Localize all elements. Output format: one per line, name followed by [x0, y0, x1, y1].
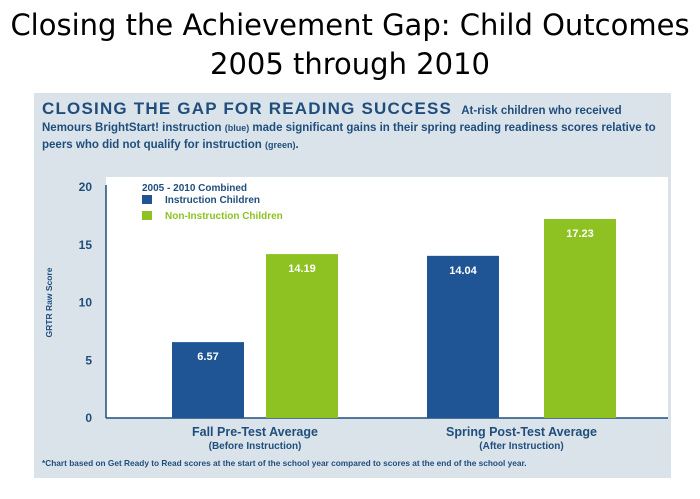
bar [544, 218, 616, 418]
category-label: Spring Post-Test Average [446, 425, 597, 439]
bar [266, 254, 338, 418]
headline: CLOSING THE GAP FOR READING SUCCESS At-r… [42, 100, 662, 154]
category-subtitle: (Before Instruction) [209, 441, 302, 452]
footnote: *Chart based on Get Ready to Read scores… [42, 458, 527, 468]
headline-part3: . [295, 139, 299, 151]
legend-label: Instruction Children [165, 195, 260, 206]
bar [172, 342, 244, 418]
slide-title: Closing the Achievement Gap: Child Outco… [0, 6, 700, 84]
data-label: 14.04 [449, 265, 477, 277]
chart-labels: 6.57 14.19 Fall Pre-Test Average (Before In… [192, 228, 597, 452]
y-tick-label: 5 [85, 353, 92, 367]
headline-part1: At-risk children who received Nemours Br… [42, 105, 622, 134]
y-tick-label: 0 [85, 411, 92, 425]
headline-note-blue: (blue) [224, 123, 250, 133]
bar [427, 255, 499, 418]
y-tick-label: 15 [79, 238, 93, 252]
legend-title: 2005 - 2010 Combined [142, 183, 247, 194]
legend-label: Non-Instruction Children [165, 211, 283, 222]
data-label: 17.23 [566, 228, 594, 240]
data-label: 14.19 [288, 263, 316, 275]
legend-swatch [142, 211, 152, 220]
chart-bars [172, 218, 616, 418]
category-subtitle: (After Instruction) [479, 441, 563, 452]
slide-title-line2: 2005 through 2010 [210, 47, 490, 81]
slide-title-line1: Closing the Achievement Gap: Child Outco… [10, 8, 690, 42]
y-axis-label: GRTR Raw Score [44, 267, 54, 337]
data-label: 6.57 [197, 351, 218, 363]
y-tick-label: 10 [79, 296, 93, 310]
headline-part2: made significant gains in their spring r… [42, 122, 656, 151]
category-label: Fall Pre-Test Average [192, 425, 318, 439]
legend-swatch [142, 195, 152, 204]
headline-note-green: (green) [264, 140, 296, 150]
y-tick-label: 20 [79, 180, 93, 194]
headline-lead: CLOSING THE GAP FOR READING SUCCESS [42, 99, 453, 118]
